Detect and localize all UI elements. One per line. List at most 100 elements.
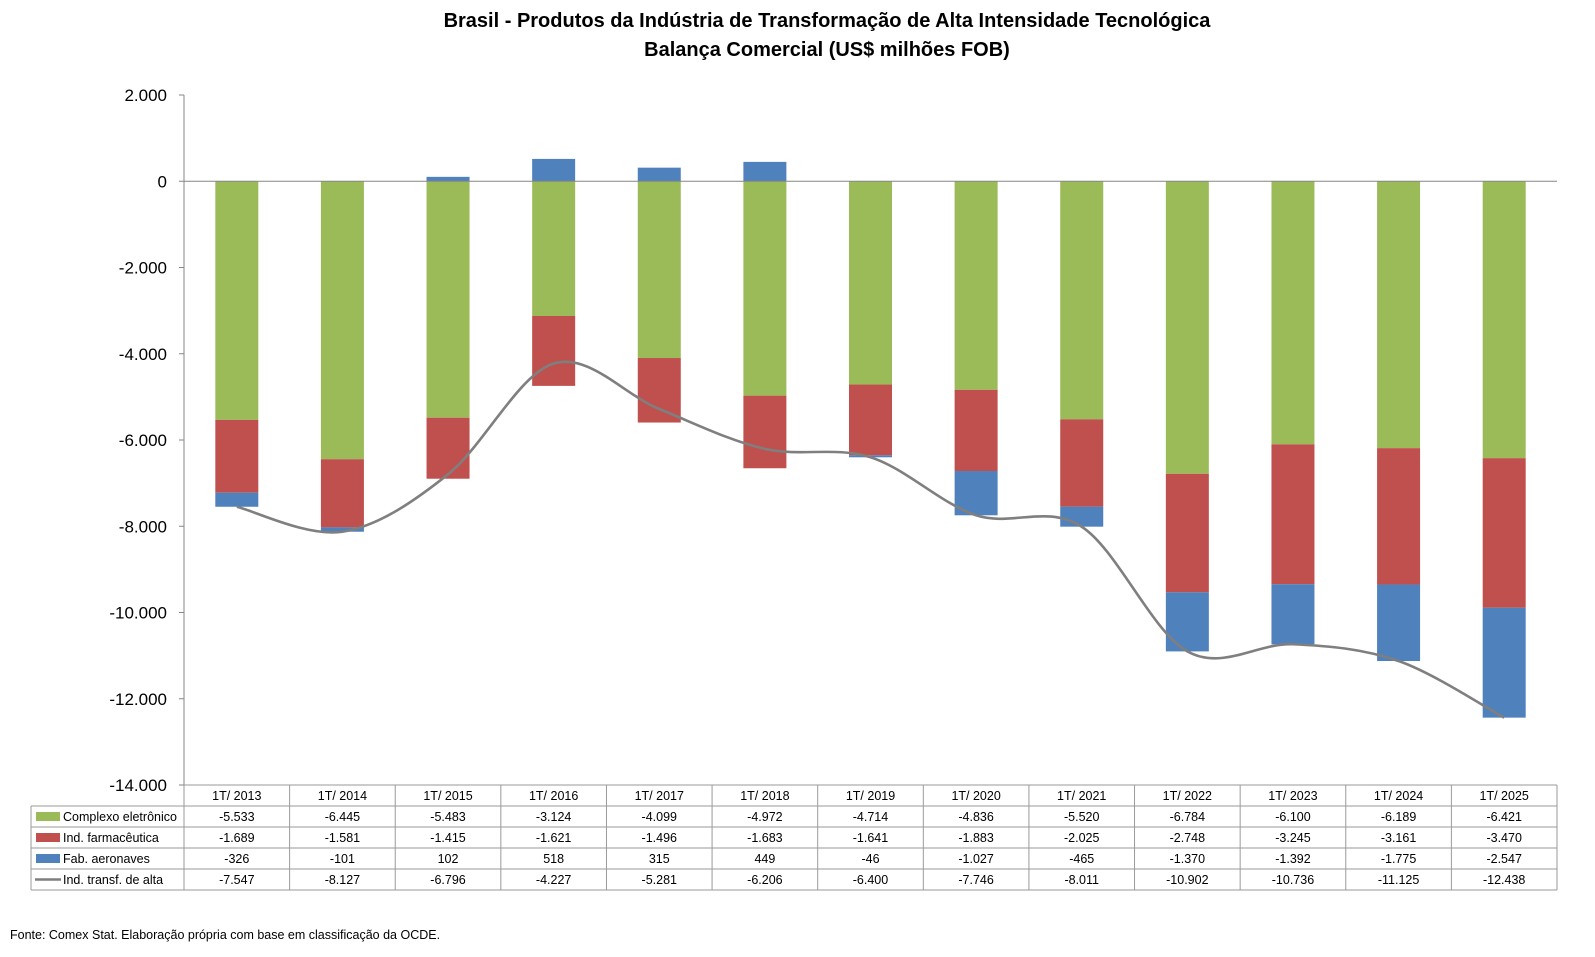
total-line xyxy=(236,360,1505,719)
bar-segment xyxy=(954,181,998,390)
data-label: -6.400 xyxy=(853,873,888,887)
bar-segment xyxy=(215,181,259,420)
source-note: Fonte: Comex Stat. Elaboração própria co… xyxy=(10,928,441,942)
bar-segment xyxy=(532,181,576,316)
x-tick-label: 1T/ 2019 xyxy=(846,789,895,803)
data-label: -3.124 xyxy=(536,810,571,824)
data-label: -1.641 xyxy=(853,831,888,845)
data-label: -1.370 xyxy=(1170,852,1205,866)
bar-segment xyxy=(1482,181,1526,459)
bar-segment xyxy=(532,315,576,386)
data-label: -4.714 xyxy=(853,810,888,824)
bar-segment xyxy=(1165,181,1209,474)
data-label: -46 xyxy=(861,852,879,866)
data-label: -10.736 xyxy=(1272,873,1314,887)
bar-segment xyxy=(1271,444,1315,585)
x-tick-label: 1T/ 2017 xyxy=(635,789,684,803)
y-tick-label: -12.000 xyxy=(109,690,167,709)
legend-label: Ind. transf. de alta xyxy=(63,873,163,887)
bar-segment xyxy=(426,176,470,182)
data-label: -8.127 xyxy=(325,873,360,887)
legend-label: Ind. farmacêutica xyxy=(63,831,159,845)
bar-segment xyxy=(1060,419,1104,507)
bar-segment xyxy=(320,527,364,532)
bar-segment xyxy=(215,492,259,507)
data-label: -1.683 xyxy=(747,831,782,845)
data-label: 449 xyxy=(754,852,775,866)
x-tick-label: 1T/ 2015 xyxy=(423,789,472,803)
x-tick-label: 1T/ 2024 xyxy=(1374,789,1423,803)
data-label: 315 xyxy=(649,852,670,866)
data-label: -1.581 xyxy=(325,831,360,845)
data-label: -2.025 xyxy=(1064,831,1099,845)
bar-segment xyxy=(1060,181,1104,420)
data-label: -326 xyxy=(224,852,249,866)
data-label: -6.206 xyxy=(747,873,782,887)
bar-segment xyxy=(743,161,787,182)
bar-segment xyxy=(1377,448,1421,585)
data-label: -4.227 xyxy=(536,873,571,887)
data-label: -465 xyxy=(1069,852,1094,866)
legend-swatch xyxy=(36,812,60,821)
data-label: -1.883 xyxy=(958,831,993,845)
bar-segment xyxy=(1482,458,1526,608)
data-label: -7.746 xyxy=(958,873,993,887)
bar-segment xyxy=(849,181,892,385)
x-tick-label: 1T/ 2021 xyxy=(1057,789,1106,803)
data-label: -4.972 xyxy=(747,810,782,824)
bar-segment xyxy=(743,181,787,396)
data-label: -4.099 xyxy=(642,810,677,824)
y-tick-label: -8.000 xyxy=(119,517,167,536)
data-label: -1.775 xyxy=(1381,852,1416,866)
bar-segment xyxy=(1377,181,1421,449)
data-label: -6.796 xyxy=(430,873,465,887)
x-tick-label: 1T/ 2022 xyxy=(1163,789,1212,803)
x-tick-label: 1T/ 2013 xyxy=(212,789,261,803)
data-label: -2.748 xyxy=(1170,831,1205,845)
data-label: -7.547 xyxy=(219,873,254,887)
y-tick-label: 2.000 xyxy=(124,86,167,105)
y-tick-label: -2.000 xyxy=(119,259,167,278)
data-label: -5.533 xyxy=(219,810,254,824)
y-tick-label: -4.000 xyxy=(119,345,167,364)
bar-segment xyxy=(532,158,576,182)
bar-segment xyxy=(320,181,364,460)
y-tick-label: -14.000 xyxy=(109,776,167,795)
chart-title: Brasil - Produtos da Indústria de Transf… xyxy=(444,10,1212,32)
x-tick-label: 1T/ 2023 xyxy=(1268,789,1317,803)
x-tick-label: 1T/ 2020 xyxy=(951,789,1000,803)
data-label: -8.011 xyxy=(1064,873,1099,887)
bar-segment xyxy=(637,167,681,182)
data-label: -5.281 xyxy=(642,873,677,887)
data-label: -6.445 xyxy=(325,810,360,824)
data-label: -10.902 xyxy=(1166,873,1208,887)
y-tick-label: -10.000 xyxy=(109,604,167,623)
data-table: 1T/ 2013 1T/ 2014 1T/ 2015 1T/ 2016 1T/ 2017… xyxy=(30,784,1558,891)
bar-segment xyxy=(426,181,470,418)
chart-subtitle: Balança Comercial (US$ milhões FOB) xyxy=(644,39,1010,61)
data-label: -1.392 xyxy=(1275,852,1310,866)
x-tick-label: 1T/ 2016 xyxy=(529,789,578,803)
y-tick-label: -6.000 xyxy=(119,431,167,450)
data-label: -3.245 xyxy=(1275,831,1310,845)
x-tick-label: 1T/ 2014 xyxy=(318,789,367,803)
bar-segment xyxy=(954,471,998,516)
legend-swatch xyxy=(36,854,60,863)
bar-segment xyxy=(954,389,998,472)
bar-segment xyxy=(1165,473,1209,593)
data-label: -2.547 xyxy=(1486,852,1521,866)
data-label: -1.621 xyxy=(536,831,571,845)
bar-segment xyxy=(1060,506,1104,527)
data-label: -4.836 xyxy=(958,810,993,824)
bar-segment xyxy=(215,419,259,493)
bar-segment xyxy=(320,459,364,528)
data-label: -1.496 xyxy=(642,831,677,845)
data-label: -3.161 xyxy=(1381,831,1416,845)
data-label: -6.100 xyxy=(1275,810,1310,824)
legend-label: Complexo eletrônico xyxy=(63,810,177,824)
data-label: -12.438 xyxy=(1483,873,1525,887)
bar-segment xyxy=(1482,607,1526,718)
x-tick-label: 1T/ 2025 xyxy=(1480,789,1529,803)
bar-segment xyxy=(849,384,892,456)
